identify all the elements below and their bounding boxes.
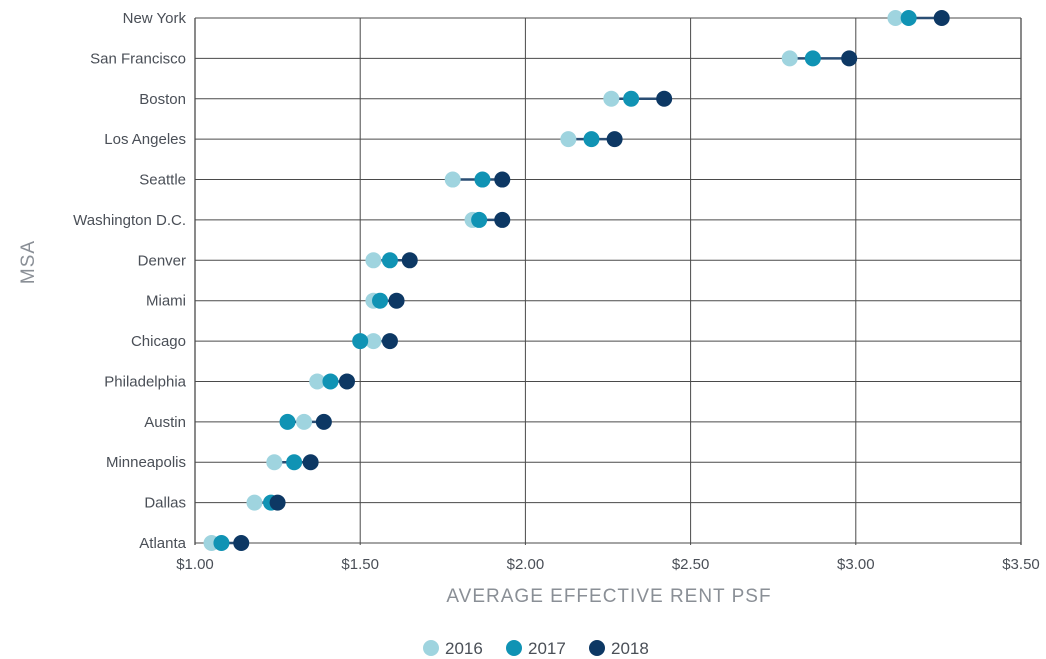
x-tick-labels: $1.00 $1.50 $2.00 $2.50 $3.00 $3.50 [176,556,1040,573]
point-2017 [623,90,640,107]
category-label: New York [123,10,187,27]
point-2017 [474,171,491,188]
x-tick-label: $1.50 [341,556,379,573]
point-2018 [401,252,418,269]
point-2017 [322,373,339,390]
point-2018 [606,131,623,148]
category-label: Los Angeles [104,131,186,148]
point-2016 [296,413,313,430]
category-label: Denver [138,252,186,269]
point-2017 [381,252,398,269]
category-label: Chicago [131,333,186,350]
category-label: Philadelphia [104,373,186,390]
category-label: Atlanta [139,535,186,552]
point-2017 [471,211,488,228]
grid [194,17,1022,545]
connectors [211,16,942,545]
point-2018 [388,292,405,309]
legend-label-2017: 2017 [528,639,566,658]
point-2016 [365,333,382,350]
point-2017 [900,10,917,26]
point-2018 [315,413,332,430]
point-2016 [246,494,263,511]
point-2018 [338,373,355,390]
x-tick-label: $2.50 [672,556,710,573]
point-2018 [656,90,673,107]
x-tick-label: $3.00 [837,556,875,573]
legend: 2016 2017 2018 [423,639,649,658]
point-2018 [269,494,286,511]
point-2016 [603,90,620,107]
category-label: Dallas [144,495,186,512]
point-2016 [444,171,461,188]
point-2018 [302,454,319,471]
point-2017 [279,413,296,430]
point-2016 [309,373,326,390]
point-2016 [365,252,382,269]
point-2018 [233,535,250,551]
x-tick-label: $2.00 [507,556,545,573]
point-2017 [213,535,230,551]
point-2017 [583,131,600,148]
legend-label-2016: 2016 [445,639,483,658]
point-2018 [494,171,511,188]
point-2017 [372,292,389,309]
category-label: Miami [146,293,186,310]
category-labels: New York San Francisco Boston Los Angeles Se… [73,10,186,552]
category-label: San Francisco [90,50,186,67]
category-label: Austin [144,414,186,431]
x-tick-label: $3.50 [1002,556,1040,573]
category-label: Seattle [139,172,186,189]
point-2017 [286,454,303,471]
point-2016 [887,10,904,26]
point-2017 [804,50,821,67]
legend-swatch-2018 [589,640,605,656]
category-label: Washington D.C. [73,212,186,229]
point-2016 [781,50,798,67]
x-tick-label: $1.00 [176,556,214,573]
legend-swatch-2017 [506,640,522,656]
category-label: Minneapolis [106,454,186,471]
legend-swatch-2016 [423,640,439,656]
data-points [203,10,950,551]
point-2018 [841,50,858,67]
point-2016 [266,454,283,471]
point-2018 [933,10,950,26]
point-2018 [381,333,398,350]
point-2016 [560,131,577,148]
x-axis-title: AVERAGE EFFECTIVE RENT PSF [446,586,771,607]
point-2017 [352,333,369,350]
category-label: Boston [139,91,186,108]
y-axis-title: MSA [18,240,39,284]
legend-label-2018: 2018 [611,639,649,658]
point-2018 [494,211,511,228]
